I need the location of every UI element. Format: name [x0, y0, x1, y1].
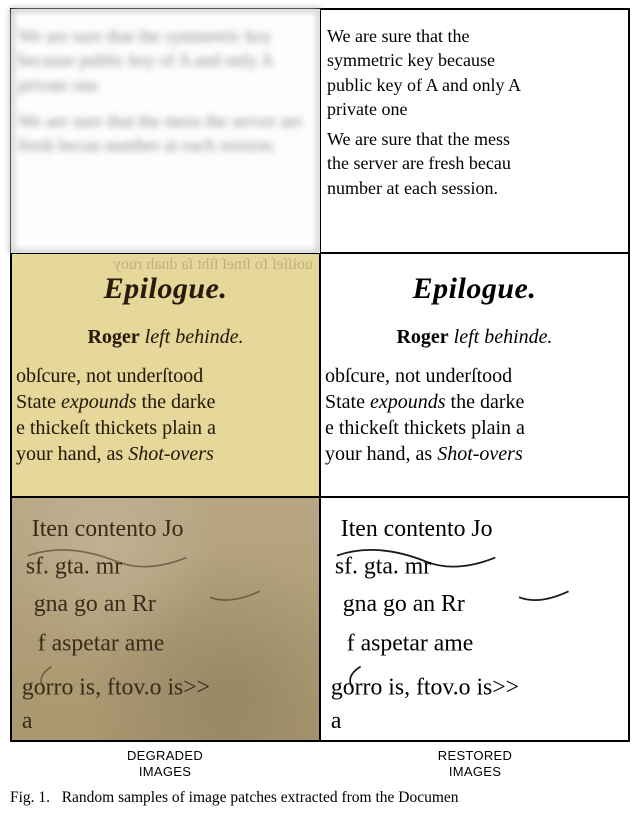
body-line: the darke: [446, 391, 525, 413]
column-label-right: RESTORED IMAGES: [320, 748, 630, 781]
subtitle-name: Roger: [396, 326, 448, 348]
cell-row1-restored: We are sure that the symmetric key becau…: [320, 9, 629, 253]
restored-line: number at each session.: [327, 176, 622, 200]
hw-line: Iten contento Jo: [32, 516, 184, 542]
epilogue-body: obſcure, not underſtood State expounds t…: [321, 363, 628, 467]
figure-caption: Fig. 1. Random samples of image patches …: [10, 789, 630, 807]
body-line: your hand, as: [16, 443, 128, 465]
label-text: DEGRADED: [127, 748, 203, 763]
body-line: e thickeſt thickets plain a: [16, 417, 216, 439]
epilogue-subtitle: Roger left behinde.: [321, 326, 628, 349]
subtitle-name: Roger: [87, 326, 139, 348]
subtitle-ital: left behinde.: [145, 326, 244, 348]
caption-label: Fig. 1.: [10, 789, 50, 806]
epilogue-body: obſcure, not underſtood State expounds t…: [12, 363, 319, 467]
hw-line: gorro is, ftov.o is>>: [331, 674, 519, 700]
restored-line: private one: [327, 97, 622, 121]
label-text: IMAGES: [449, 764, 501, 779]
hw-line: Iten contento Jo: [341, 516, 493, 542]
handwriting-svg-restored: Iten contento Jo sf. gta. mr gna go an R…: [321, 498, 628, 740]
label-text: IMAGES: [139, 764, 191, 779]
body-line: e thickeſt thickets plain a: [325, 417, 525, 439]
cell-row1-degraded: We are sure that the symmetric key becau…: [11, 9, 320, 253]
hw-line: a: [22, 708, 33, 734]
hw-line: gorro is, ftov.o is>>: [22, 674, 210, 700]
restored-line: We are sure that the: [327, 24, 622, 48]
body-line-ital: Shot-overs: [128, 443, 214, 465]
cell-row3-degraded: Iten contento Jo sf. gta. mr gna go an R…: [11, 497, 320, 741]
body-line-ital: Shot-overs: [437, 443, 523, 465]
body-line-ital: expounds: [61, 391, 137, 413]
figure-grid: We are sure that the symmetric key becau…: [10, 8, 630, 742]
body-line: your hand, as: [325, 443, 437, 465]
caption-text: Random samples of image patches extracte…: [62, 789, 459, 806]
hw-line: gna go an Rr: [34, 591, 156, 617]
blurred-paragraph-2: We are sure that the mess the server are…: [18, 109, 313, 158]
body-line: State: [16, 391, 61, 413]
restored-line: the server are fresh becau: [327, 151, 622, 175]
restored-line: symmetric key because: [327, 48, 622, 72]
cell-row2-degraded: uoiſſeſ fo ſtneſ ſiht ſa dnah ruoy Epilo…: [11, 253, 320, 497]
blurred-paragraph-1: We are sure that the symmetric key becau…: [18, 24, 313, 97]
column-labels: DEGRADED IMAGES RESTORED IMAGES: [10, 748, 630, 781]
bleed-through-text: uoiſſeſ fo ſtneſ ſiht ſa dnah ruoy: [18, 256, 313, 274]
body-line: obſcure, not underſtood: [325, 365, 512, 387]
body-line: obſcure, not underſtood: [16, 365, 203, 387]
body-line-ital: expounds: [370, 391, 446, 413]
subtitle-ital: left behinde.: [454, 326, 553, 348]
restored-line: public key of A and only A: [327, 73, 622, 97]
hw-line: gna go an Rr: [343, 591, 465, 617]
body-line: State: [325, 391, 370, 413]
body-line: the darke: [137, 391, 216, 413]
hw-line: f aspetar ame: [38, 631, 165, 657]
cell-row3-restored: Iten contento Jo sf. gta. mr gna go an R…: [320, 497, 629, 741]
handwriting-svg-degraded: Iten contento Jo sf. gta. mr gna go an R…: [12, 498, 319, 740]
label-text: RESTORED: [438, 748, 512, 763]
epilogue-subtitle: Roger left behinde.: [12, 326, 319, 349]
column-label-left: DEGRADED IMAGES: [10, 748, 320, 781]
epilogue-title: Epilogue.: [12, 272, 319, 306]
restored-line: We are sure that the mess: [327, 127, 622, 151]
epilogue-title: Epilogue.: [321, 272, 628, 306]
hw-line: a: [331, 708, 342, 734]
hw-line: f aspetar ame: [347, 631, 474, 657]
cell-row2-restored: Epilogue. Roger left behinde. obſcure, n…: [320, 253, 629, 497]
